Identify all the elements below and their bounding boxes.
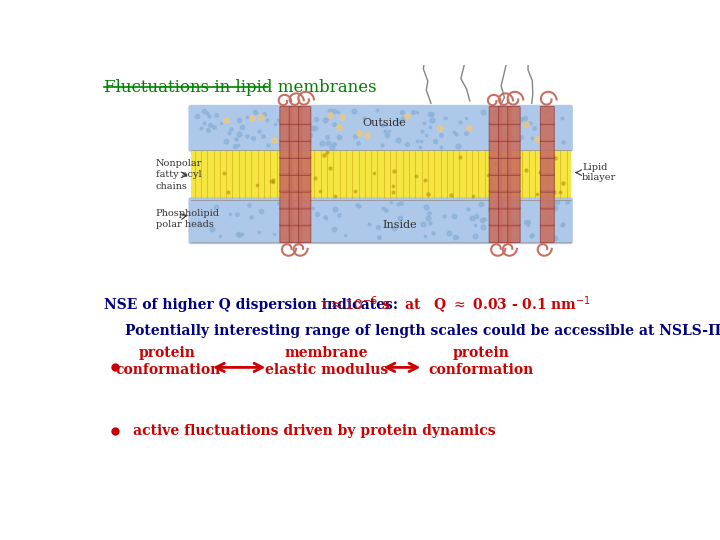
FancyBboxPatch shape xyxy=(498,207,510,226)
FancyBboxPatch shape xyxy=(498,157,510,176)
Text: Fluctuations in lipid membranes: Fluctuations in lipid membranes xyxy=(104,79,377,96)
FancyBboxPatch shape xyxy=(498,106,510,125)
Text: conformation: conformation xyxy=(428,363,534,377)
FancyBboxPatch shape xyxy=(540,157,554,176)
Text: Outside: Outside xyxy=(363,118,406,127)
FancyBboxPatch shape xyxy=(289,123,302,141)
FancyBboxPatch shape xyxy=(299,207,311,226)
FancyBboxPatch shape xyxy=(508,157,520,176)
FancyBboxPatch shape xyxy=(508,224,520,242)
FancyBboxPatch shape xyxy=(540,123,554,141)
FancyBboxPatch shape xyxy=(540,207,554,226)
Text: Lipid
bilayer: Lipid bilayer xyxy=(582,163,616,183)
FancyBboxPatch shape xyxy=(280,191,292,209)
Bar xyxy=(156,84,601,296)
FancyBboxPatch shape xyxy=(280,140,292,158)
FancyBboxPatch shape xyxy=(289,191,302,209)
FancyBboxPatch shape xyxy=(508,207,520,226)
FancyBboxPatch shape xyxy=(489,140,502,158)
FancyBboxPatch shape xyxy=(508,191,520,209)
FancyBboxPatch shape xyxy=(498,174,510,192)
Text: Inside: Inside xyxy=(383,220,418,230)
Bar xyxy=(191,150,570,200)
FancyBboxPatch shape xyxy=(299,123,311,141)
FancyBboxPatch shape xyxy=(189,197,573,244)
FancyBboxPatch shape xyxy=(489,174,502,192)
FancyBboxPatch shape xyxy=(540,106,554,125)
FancyBboxPatch shape xyxy=(498,191,510,209)
FancyBboxPatch shape xyxy=(299,157,311,176)
FancyBboxPatch shape xyxy=(508,174,520,192)
FancyBboxPatch shape xyxy=(289,140,302,158)
Text: Phospholipid
polar heads: Phospholipid polar heads xyxy=(156,209,220,229)
FancyBboxPatch shape xyxy=(280,123,292,141)
FancyBboxPatch shape xyxy=(299,106,311,125)
Text: conformation: conformation xyxy=(115,363,220,377)
FancyBboxPatch shape xyxy=(508,123,520,141)
Text: active fluctuations driven by protein dynamics: active fluctuations driven by protein dy… xyxy=(132,423,495,437)
FancyBboxPatch shape xyxy=(299,174,311,192)
Text: $\tau \approx 10^{-6}$ s   at   Q $\approx$ 0.03 - 0.1 nm$^{-1}$: $\tau \approx 10^{-6}$ s at Q $\approx$ … xyxy=(319,294,591,316)
FancyBboxPatch shape xyxy=(289,174,302,192)
FancyBboxPatch shape xyxy=(489,157,502,176)
Text: Nonpolar
fatty acyl
chains: Nonpolar fatty acyl chains xyxy=(156,159,202,191)
FancyBboxPatch shape xyxy=(289,224,302,242)
FancyBboxPatch shape xyxy=(299,191,311,209)
FancyBboxPatch shape xyxy=(289,207,302,226)
FancyBboxPatch shape xyxy=(280,106,292,125)
FancyBboxPatch shape xyxy=(280,157,292,176)
FancyBboxPatch shape xyxy=(508,140,520,158)
FancyBboxPatch shape xyxy=(289,157,302,176)
Text: protein: protein xyxy=(139,346,196,360)
FancyBboxPatch shape xyxy=(540,174,554,192)
Text: NSE of higher Q dispersion indicates:: NSE of higher Q dispersion indicates: xyxy=(104,298,398,312)
Text: Potentially interesting range of length scales could be accessible at NSLS-Π: Potentially interesting range of length … xyxy=(125,324,720,338)
FancyBboxPatch shape xyxy=(489,224,502,242)
Text: membrane: membrane xyxy=(284,346,368,360)
FancyBboxPatch shape xyxy=(540,140,554,158)
FancyBboxPatch shape xyxy=(489,191,502,209)
FancyBboxPatch shape xyxy=(280,207,292,226)
FancyBboxPatch shape xyxy=(508,106,520,125)
FancyBboxPatch shape xyxy=(489,207,502,226)
FancyBboxPatch shape xyxy=(280,224,292,242)
FancyBboxPatch shape xyxy=(289,106,302,125)
FancyBboxPatch shape xyxy=(540,191,554,209)
Text: elastic modulus: elastic modulus xyxy=(265,363,388,377)
FancyBboxPatch shape xyxy=(299,140,311,158)
FancyBboxPatch shape xyxy=(299,224,311,242)
FancyBboxPatch shape xyxy=(498,123,510,141)
FancyBboxPatch shape xyxy=(280,174,292,192)
FancyBboxPatch shape xyxy=(498,224,510,242)
FancyBboxPatch shape xyxy=(540,224,554,242)
FancyBboxPatch shape xyxy=(489,123,502,141)
FancyBboxPatch shape xyxy=(489,106,502,125)
FancyBboxPatch shape xyxy=(498,140,510,158)
Text: protein: protein xyxy=(453,346,510,360)
FancyBboxPatch shape xyxy=(189,105,573,152)
